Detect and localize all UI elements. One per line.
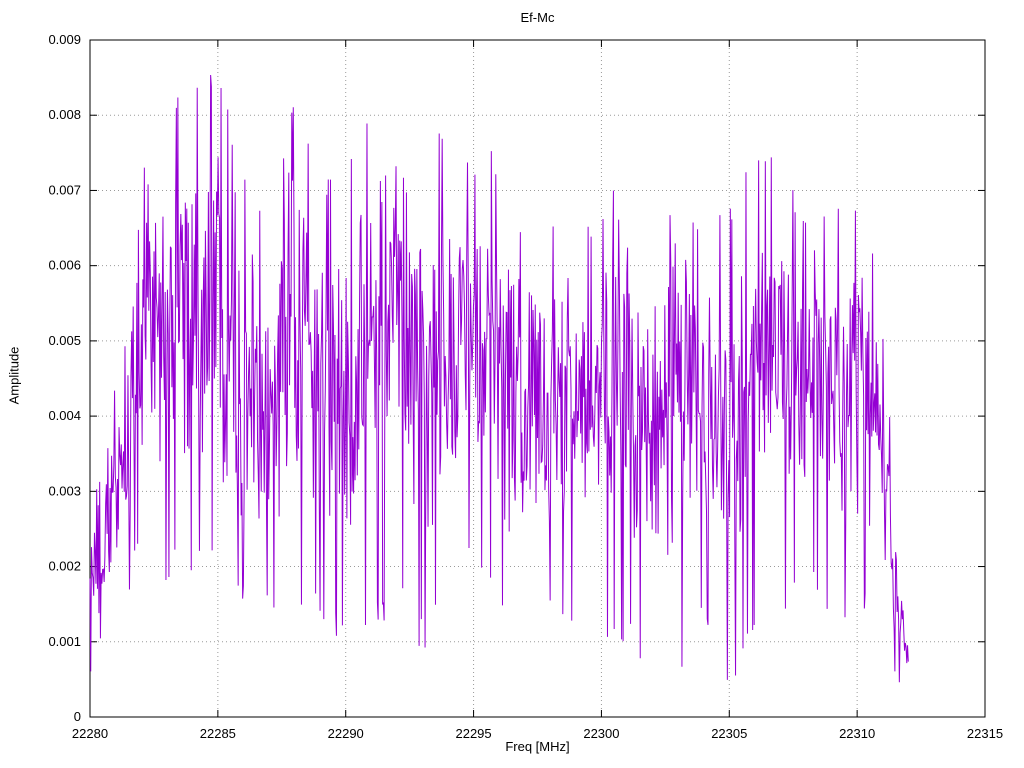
- x-tick-label: 22305: [711, 726, 747, 741]
- x-tick-label: 22285: [200, 726, 236, 741]
- y-tick-label: 0.009: [48, 32, 81, 47]
- y-axis-label: Amplitude: [6, 346, 22, 405]
- signal-trace: [89, 74, 909, 683]
- y-tick-label: 0.004: [48, 408, 81, 423]
- x-tick-label: 22295: [455, 726, 491, 741]
- y-tick-label: 0: [74, 709, 81, 724]
- plot-border: [89, 39, 986, 718]
- y-tick-label: 0.005: [48, 333, 81, 348]
- y-tick-label: 0.003: [48, 483, 81, 498]
- chart-title: Ef-Mc: [520, 10, 555, 25]
- x-tick-label: 22280: [72, 726, 108, 741]
- x-tick-label: 22310: [839, 726, 875, 741]
- x-tick-label: 22315: [967, 726, 1003, 741]
- x-tick-label: 22290: [328, 726, 364, 741]
- x-tick-label: 22300: [583, 726, 619, 741]
- axis-ticks: [89, 39, 986, 718]
- x-axis-label: Freq [MHz]: [505, 739, 570, 754]
- y-tick-label: 0.008: [48, 107, 81, 122]
- y-tick-label: 0.006: [48, 258, 81, 273]
- y-tick-label: 0.001: [48, 634, 81, 649]
- y-tick-label: 0.002: [48, 559, 81, 574]
- tick-labels: 22280 22285 22290 22295 22300 22305 22310 22315…: [48, 32, 1003, 741]
- y-tick-label: 0.007: [48, 182, 81, 197]
